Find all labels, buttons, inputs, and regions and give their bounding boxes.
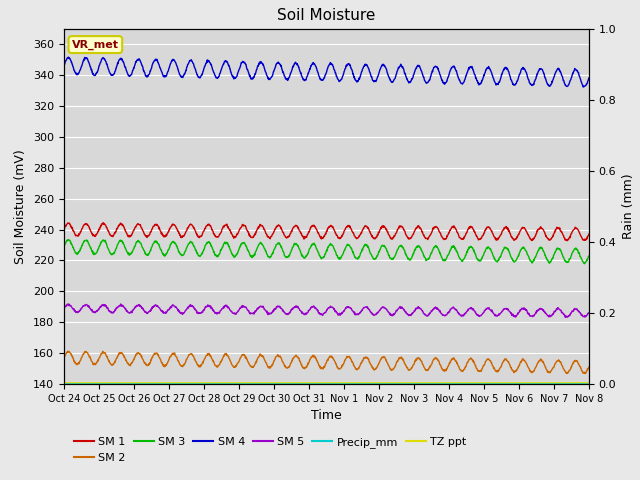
Y-axis label: Soil Moisture (mV): Soil Moisture (mV) (15, 149, 28, 264)
SM 4 (303, 73, 311, 79)
Precip_mm (303, 381, 311, 387)
Precip_mm (283, 381, 291, 387)
SM 3 (101, 239, 109, 244)
SM 5 (359, 306, 367, 312)
Legend: SM 1, SM 2, SM 3, SM 4, SM 5, Precip_mm, TZ ppt: SM 1, SM 2, SM 3, SM 4, SM 5, Precip_mm,… (70, 433, 471, 467)
SM 3 (303, 252, 311, 258)
Y-axis label: Rain (mm): Rain (mm) (622, 174, 635, 239)
SM 1 (359, 227, 367, 232)
SM 2 (585, 364, 593, 370)
Precip_mm (294, 381, 301, 387)
Title: Soil Moisture: Soil Moisture (277, 9, 376, 24)
TZ ppt (303, 380, 311, 386)
TZ ppt (294, 380, 301, 386)
Precip_mm (585, 381, 593, 387)
SM 5 (303, 310, 311, 316)
SM 1 (563, 238, 571, 244)
SM 4 (65, 54, 72, 60)
Line: SM 2: SM 2 (64, 351, 589, 373)
TZ ppt (359, 380, 367, 386)
SM 4 (122, 67, 130, 73)
SM 3 (60, 243, 68, 249)
SM 5 (283, 311, 291, 316)
SM 3 (283, 254, 291, 260)
SM 2 (582, 371, 589, 376)
SM 5 (585, 310, 593, 316)
SM 1 (283, 235, 291, 240)
SM 5 (60, 304, 68, 310)
SM 5 (294, 304, 301, 310)
TZ ppt (60, 380, 68, 386)
X-axis label: Time: Time (311, 409, 342, 422)
SM 4 (585, 75, 593, 81)
SM 1 (585, 231, 593, 237)
SM 3 (359, 245, 367, 251)
SM 1 (122, 230, 130, 236)
SM 1 (294, 225, 301, 231)
SM 4 (294, 62, 301, 68)
SM 4 (283, 77, 291, 83)
SM 3 (580, 261, 588, 266)
SM 1 (64, 220, 72, 226)
SM 2 (64, 348, 72, 354)
Line: SM 3: SM 3 (64, 240, 589, 264)
SM 5 (122, 308, 130, 314)
Text: VR_met: VR_met (72, 39, 119, 50)
SM 1 (303, 232, 311, 238)
SM 2 (60, 355, 68, 360)
SM 2 (122, 357, 130, 363)
TZ ppt (122, 380, 130, 386)
SM 2 (283, 364, 291, 370)
SM 2 (359, 358, 367, 363)
SM 3 (65, 237, 72, 242)
SM 5 (561, 314, 569, 320)
TZ ppt (283, 380, 291, 386)
SM 3 (122, 248, 130, 253)
TZ ppt (100, 380, 108, 386)
SM 5 (117, 301, 125, 307)
SM 4 (101, 57, 109, 63)
SM 5 (100, 303, 108, 309)
TZ ppt (585, 380, 593, 386)
SM 3 (294, 243, 301, 249)
SM 4 (579, 84, 587, 90)
SM 3 (585, 253, 593, 259)
SM 4 (60, 62, 68, 68)
Line: SM 1: SM 1 (64, 223, 589, 241)
SM 1 (101, 222, 109, 228)
Precip_mm (359, 381, 367, 387)
Precip_mm (60, 381, 68, 387)
Precip_mm (122, 381, 130, 387)
SM 2 (101, 349, 109, 355)
Line: SM 5: SM 5 (64, 304, 589, 317)
Line: SM 4: SM 4 (64, 57, 589, 87)
SM 2 (294, 355, 301, 360)
Precip_mm (100, 381, 108, 387)
SM 1 (60, 226, 68, 232)
SM 2 (303, 362, 311, 368)
SM 4 (359, 66, 367, 72)
